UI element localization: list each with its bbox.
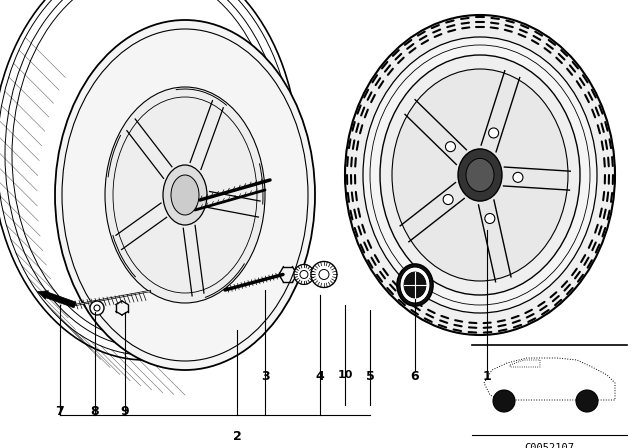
Ellipse shape [90, 301, 104, 315]
Ellipse shape [380, 55, 580, 295]
Text: 4: 4 [316, 370, 324, 383]
Circle shape [488, 128, 499, 138]
Ellipse shape [55, 20, 315, 370]
Text: 9: 9 [121, 405, 129, 418]
Text: 6: 6 [411, 370, 419, 383]
Text: 1: 1 [483, 370, 492, 383]
Circle shape [319, 269, 329, 280]
Circle shape [445, 142, 456, 152]
Text: 7: 7 [56, 405, 65, 418]
Text: 10: 10 [337, 370, 353, 380]
Ellipse shape [345, 15, 615, 335]
Circle shape [493, 390, 515, 412]
Text: 3: 3 [260, 370, 269, 383]
FancyArrow shape [38, 291, 76, 308]
Circle shape [311, 262, 337, 288]
Text: 5: 5 [365, 370, 374, 383]
Ellipse shape [163, 165, 207, 225]
Ellipse shape [400, 267, 430, 303]
Ellipse shape [404, 272, 426, 298]
Text: C0052107: C0052107 [525, 443, 575, 448]
Circle shape [576, 390, 598, 412]
Ellipse shape [105, 87, 265, 303]
Circle shape [300, 271, 308, 279]
Text: 2: 2 [232, 430, 241, 443]
Ellipse shape [392, 69, 568, 281]
Ellipse shape [397, 264, 433, 306]
Circle shape [485, 214, 495, 224]
Ellipse shape [94, 305, 100, 311]
Circle shape [443, 194, 453, 205]
Ellipse shape [171, 175, 199, 215]
Text: 8: 8 [91, 405, 99, 418]
Ellipse shape [363, 37, 597, 313]
Circle shape [294, 264, 314, 284]
Ellipse shape [458, 149, 502, 201]
Circle shape [513, 172, 523, 182]
Ellipse shape [466, 159, 494, 192]
